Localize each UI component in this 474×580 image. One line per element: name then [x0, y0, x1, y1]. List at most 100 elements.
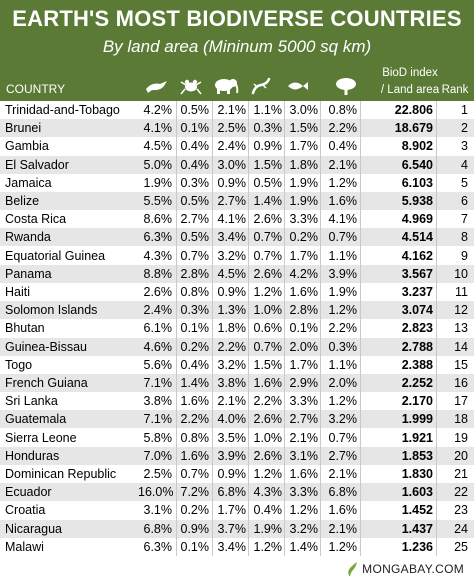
table-row: Equatorial Guinea 4.3% 0.7% 3.2% 0.7% 1.7% 1.1…: [0, 247, 474, 265]
biod-index-cell: 1.921: [401, 430, 433, 445]
value-cell: 1.6%: [289, 467, 319, 481]
rank-cell: 9: [461, 248, 468, 263]
value-cell: 1.9%: [143, 175, 173, 190]
table-row: El Salvador 5.0% 0.4% 3.0% 1.5% 1.8% 2.1% 6.540…: [0, 155, 474, 174]
column-header-rank: Rank: [441, 84, 469, 96]
rank-cell: 17: [454, 394, 468, 409]
value-cell: 0.5%: [180, 194, 210, 208]
value-cell: 2.6%: [253, 212, 283, 227]
value-cell: 5.5%: [143, 194, 173, 208]
value-cell: 3.1%: [143, 503, 173, 518]
table-row: Brunei 4.1% 0.1% 2.5% 0.3% 1.5% 2.2% 18.679 2: [0, 119, 474, 138]
value-cell: 0.9%: [180, 521, 210, 536]
country-name: El Salvador: [5, 157, 69, 172]
table-header: EARTH'S MOST BIODIVERSE COUNTRIES By lan…: [0, 0, 474, 101]
value-cell: 2.2%: [328, 321, 358, 336]
biod-index-cell: 8.902: [401, 139, 433, 154]
value-cell: 3.0%: [289, 103, 319, 117]
value-cell: 0.2%: [180, 339, 210, 354]
value-cell: 2.6%: [253, 412, 283, 427]
country-name: Sri Lanka: [5, 394, 58, 409]
value-cell: 2.7%: [289, 412, 319, 427]
value-cell: 4.1%: [143, 121, 173, 136]
country-name: Jamaica: [5, 175, 52, 190]
column-header-country: COUNTRY: [6, 82, 66, 96]
value-cell: 0.3%: [180, 175, 210, 190]
value-cell: 2.4%: [143, 303, 173, 318]
table-row: Costa Rica 8.6% 2.7% 4.1% 2.6% 3.3% 4.1% 4.969 7: [0, 210, 474, 228]
biod-index-cell: 2.252: [401, 376, 433, 390]
biod-index-cell: 1.452: [401, 503, 433, 518]
tree-icon: [330, 76, 362, 96]
value-cell: 1.8%: [217, 321, 247, 336]
value-cell: 6.8%: [217, 485, 247, 500]
value-cell: 2.6%: [253, 266, 283, 281]
biod-index-cell: 5.938: [401, 194, 433, 208]
biod-index-cell: 4.969: [401, 212, 433, 227]
country-name: Croatia: [5, 503, 46, 518]
value-cell: 6.8%: [143, 521, 173, 536]
value-cell: 1.9%: [253, 521, 283, 536]
country-name: Ecuador: [5, 485, 52, 500]
biod-index-cell: 1.853: [401, 448, 433, 463]
rank-cell: 18: [454, 412, 468, 427]
table-row: Sierra Leone 5.8% 0.8% 3.5% 1.0% 2.1% 0.7% 1.92…: [0, 429, 474, 447]
value-cell: 4.3%: [143, 248, 173, 263]
value-cell: 0.6%: [253, 321, 283, 336]
value-cell: 3.7%: [217, 521, 247, 536]
value-cell: 3.0%: [217, 157, 247, 172]
value-cell: 3.4%: [217, 539, 247, 554]
value-cell: 0.8%: [180, 430, 210, 445]
value-cell: 4.5%: [143, 139, 173, 154]
value-cell: 3.3%: [289, 485, 319, 500]
rank-cell: 14: [454, 339, 468, 354]
value-cell: 7.1%: [143, 412, 173, 427]
rank-cell: 23: [454, 503, 468, 518]
value-cell: 1.6%: [328, 503, 358, 518]
value-cell: 0.9%: [253, 139, 283, 154]
column-header-biod-line1: BioD index: [382, 67, 438, 79]
biod-index-cell: 22.806: [394, 103, 433, 117]
value-cell: 3.2%: [289, 521, 319, 536]
country-name: Gambia: [5, 139, 49, 154]
table-row: Trinidad-and-Tobago 4.2% 0.5% 2.1% 1.1% 3.0% 0…: [0, 101, 474, 119]
value-cell: 0.4%: [180, 357, 210, 372]
value-cell: 2.7%: [180, 212, 210, 227]
column-divider: [248, 101, 249, 556]
value-cell: 0.5%: [180, 230, 210, 245]
value-cell: 1.2%: [253, 539, 283, 554]
value-cell: 2.1%: [217, 394, 247, 409]
country-name: French Guiana: [5, 376, 88, 390]
value-cell: 1.7%: [289, 248, 319, 263]
value-cell: 1.1%: [253, 103, 283, 117]
logo-text: MONGABAY.COM: [362, 562, 464, 576]
rank-cell: 19: [454, 430, 468, 445]
value-cell: 3.2%: [217, 248, 247, 263]
value-cell: 4.3%: [253, 485, 283, 500]
value-cell: 0.9%: [217, 467, 247, 481]
value-cell: 2.5%: [217, 121, 247, 136]
value-cell: 4.6%: [143, 339, 173, 354]
table-row: Haiti 2.6% 0.8% 0.9% 1.2% 1.6% 1.9% 3.237 11: [0, 283, 474, 301]
country-name: Brunei: [5, 121, 42, 136]
value-cell: 3.4%: [217, 230, 247, 245]
value-cell: 1.2%: [328, 175, 358, 190]
value-cell: 2.7%: [217, 194, 247, 208]
value-cell: 0.1%: [289, 321, 319, 336]
value-cell: 4.5%: [217, 266, 247, 281]
value-cell: 1.5%: [289, 121, 319, 136]
table-row: Dominican Republic 2.5% 0.7% 0.9% 1.2% 1.6% 2.…: [0, 465, 474, 483]
biod-index-cell: 6.540: [401, 157, 433, 172]
value-cell: 2.2%: [217, 339, 247, 354]
rank-cell: 2: [461, 121, 468, 136]
table-row: Honduras 7.0% 1.6% 3.9% 2.6% 3.1% 2.7% 1.853 20: [0, 446, 474, 465]
value-cell: 3.9%: [217, 448, 247, 463]
column-divider: [436, 101, 437, 556]
value-cell: 1.7%: [217, 503, 247, 518]
country-name: Belize: [5, 194, 40, 208]
rank-cell: 8: [461, 230, 468, 245]
country-name: Honduras: [5, 448, 60, 463]
value-cell: 0.4%: [180, 157, 210, 172]
table-row: Croatia 3.1% 0.2% 1.7% 0.4% 1.2% 1.6% 1.452 23: [0, 501, 474, 519]
frog-logo-icon: [348, 562, 358, 576]
